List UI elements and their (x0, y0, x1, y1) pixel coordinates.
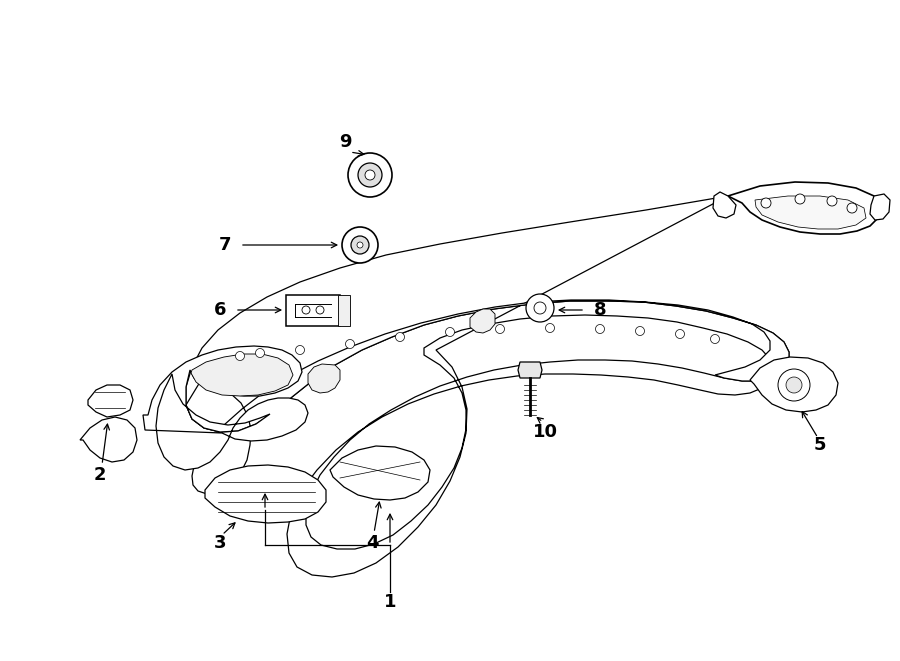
Polygon shape (338, 295, 350, 326)
Circle shape (348, 153, 392, 197)
Polygon shape (470, 309, 495, 333)
Polygon shape (308, 364, 340, 393)
Polygon shape (186, 196, 789, 577)
Circle shape (526, 294, 554, 322)
Circle shape (847, 203, 857, 213)
Text: 4: 4 (365, 534, 378, 552)
Circle shape (596, 325, 605, 334)
Text: 6: 6 (214, 301, 226, 319)
Circle shape (295, 346, 304, 354)
Circle shape (351, 236, 369, 254)
Polygon shape (191, 354, 293, 396)
Text: 9: 9 (338, 133, 351, 151)
Circle shape (534, 302, 546, 314)
Text: 5: 5 (814, 436, 826, 454)
Circle shape (358, 163, 382, 187)
Circle shape (346, 340, 355, 348)
Polygon shape (186, 300, 789, 494)
Text: 2: 2 (94, 466, 106, 484)
Circle shape (710, 334, 719, 344)
Circle shape (446, 327, 454, 336)
Text: 3: 3 (214, 534, 226, 552)
Circle shape (676, 329, 685, 338)
Polygon shape (750, 357, 838, 412)
Circle shape (761, 198, 771, 208)
Circle shape (256, 348, 265, 358)
Polygon shape (755, 196, 866, 229)
Polygon shape (518, 362, 542, 378)
Polygon shape (330, 446, 430, 500)
Polygon shape (286, 295, 340, 326)
Polygon shape (713, 192, 736, 218)
Circle shape (545, 323, 554, 332)
Circle shape (342, 227, 378, 263)
Polygon shape (143, 346, 308, 470)
Text: 10: 10 (533, 423, 557, 441)
Polygon shape (88, 385, 133, 417)
Polygon shape (80, 417, 137, 462)
Circle shape (302, 306, 310, 314)
Circle shape (236, 352, 245, 360)
Circle shape (778, 369, 810, 401)
Circle shape (786, 377, 802, 393)
Text: 7: 7 (219, 236, 231, 254)
Circle shape (365, 170, 375, 180)
Polygon shape (870, 194, 890, 220)
Circle shape (357, 242, 363, 248)
Text: 1: 1 (383, 593, 396, 611)
Circle shape (795, 194, 805, 204)
Circle shape (827, 196, 837, 206)
Polygon shape (205, 465, 326, 523)
Circle shape (635, 327, 644, 336)
Circle shape (496, 325, 505, 334)
Circle shape (395, 332, 404, 342)
Circle shape (316, 306, 324, 314)
Polygon shape (728, 182, 880, 234)
Text: 8: 8 (594, 301, 607, 319)
